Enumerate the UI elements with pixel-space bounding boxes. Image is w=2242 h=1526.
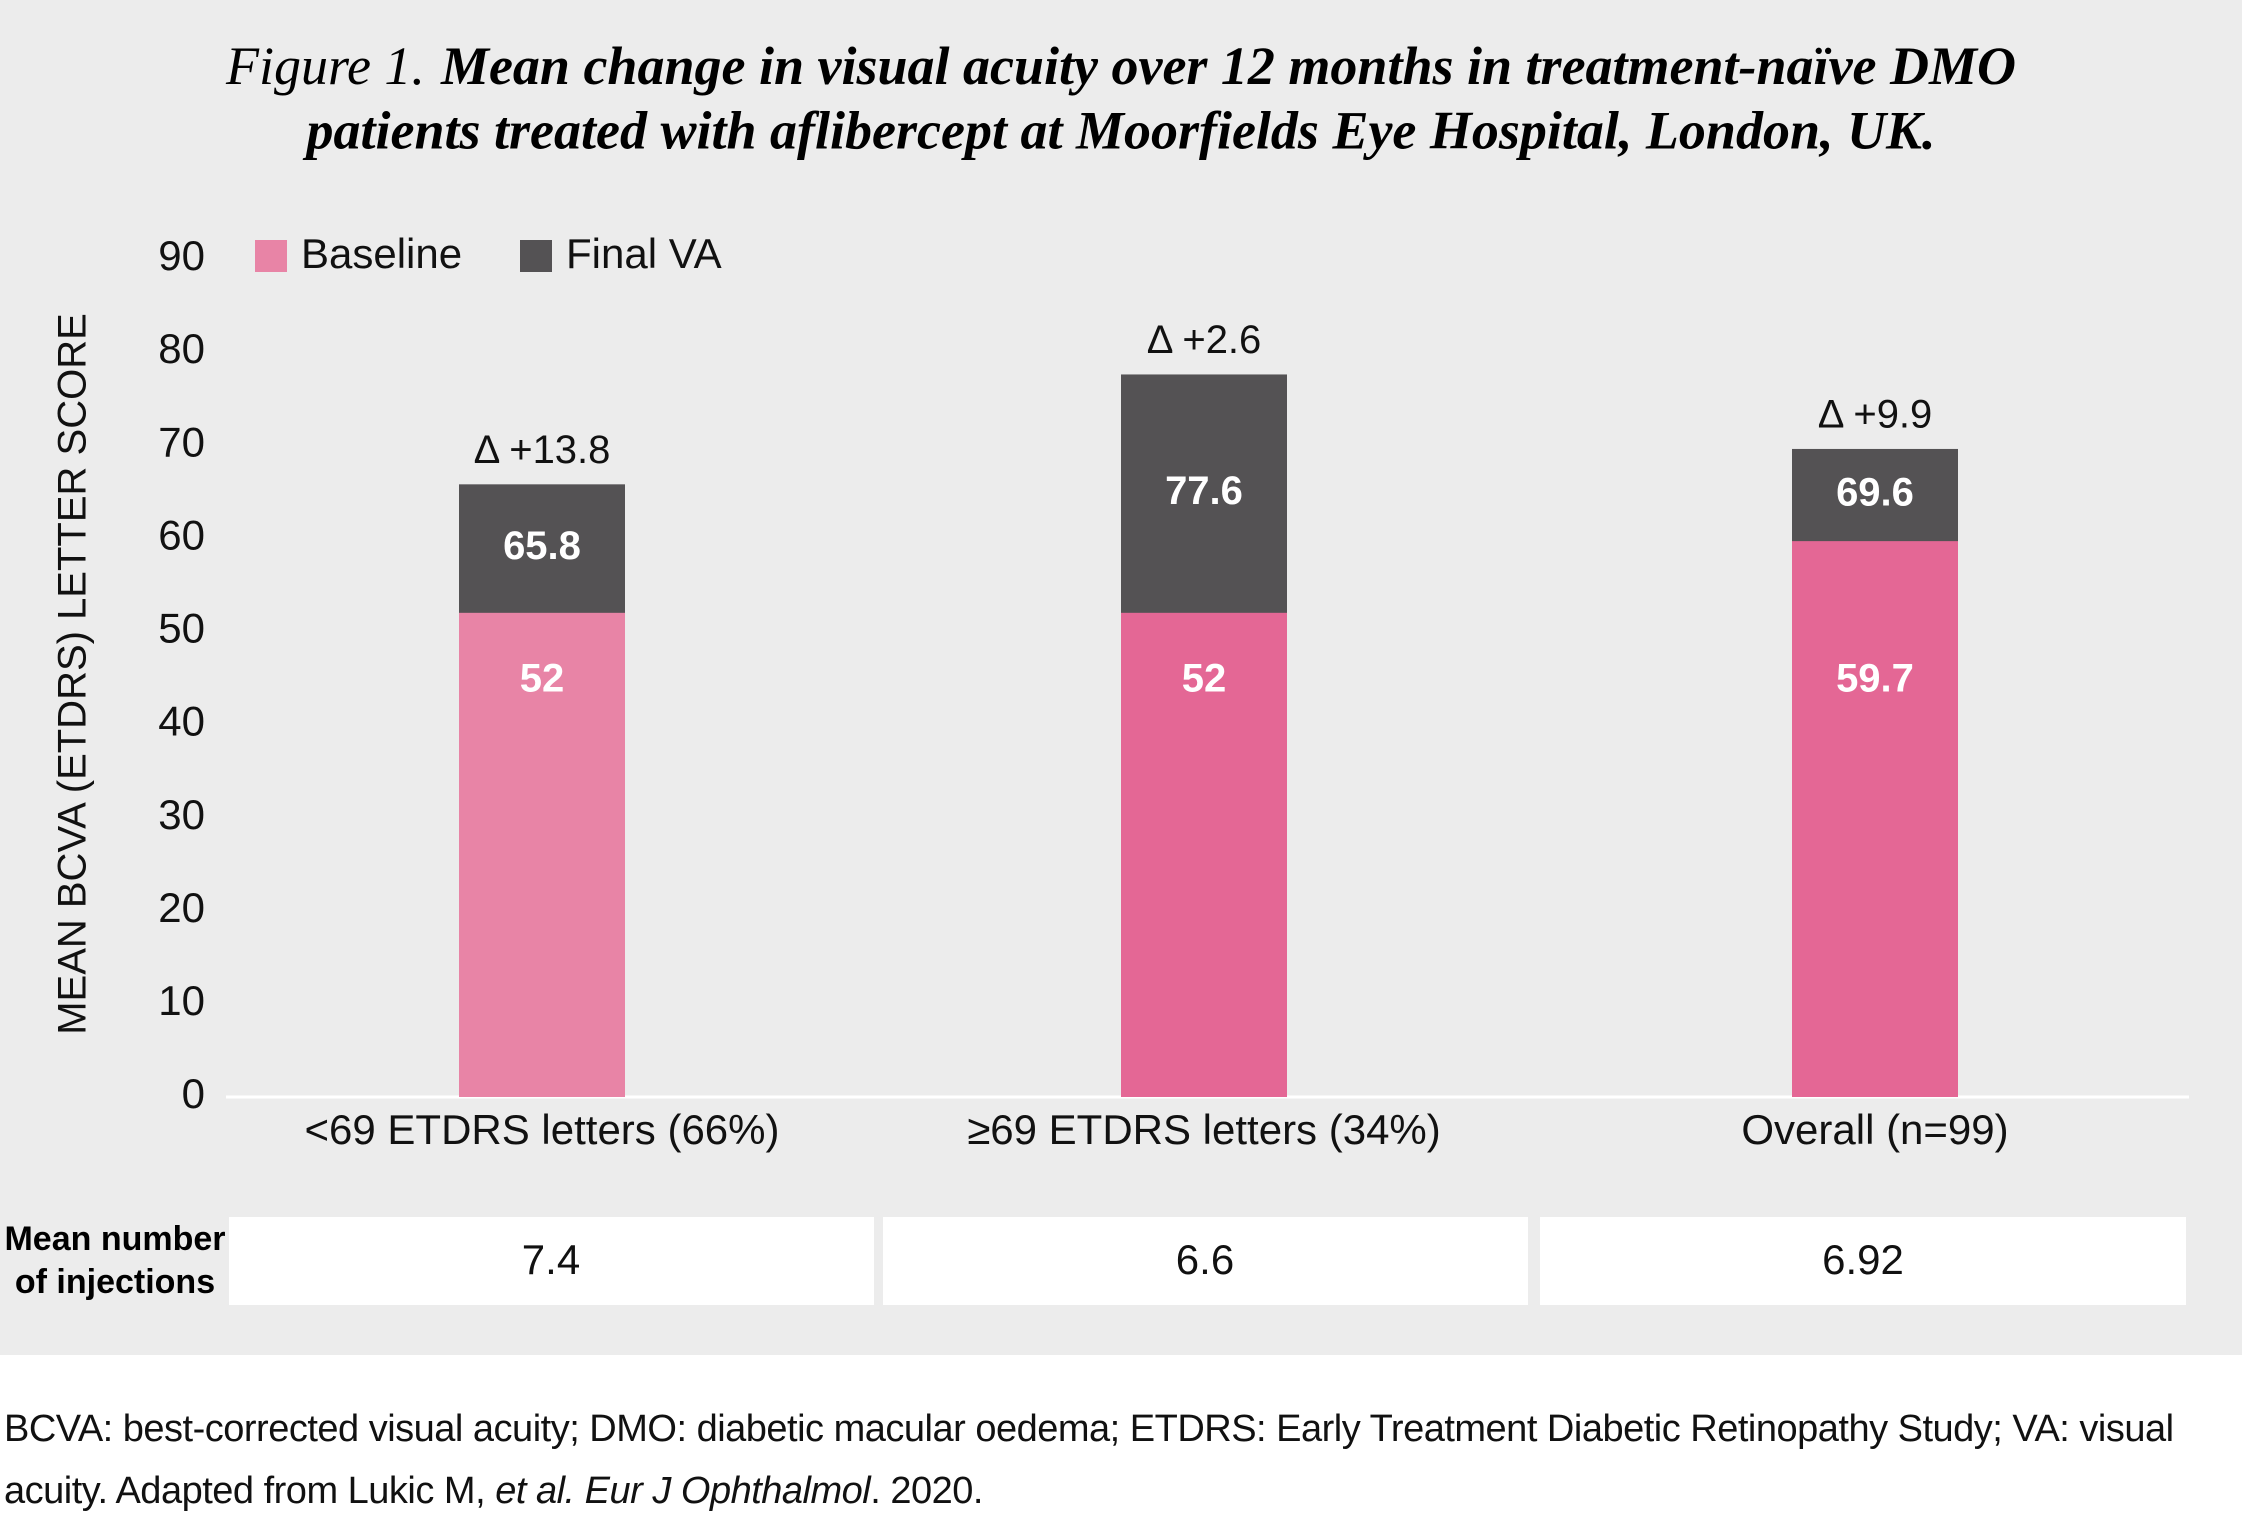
table-cell xyxy=(1540,1217,2186,1305)
bar-label: 69.6 xyxy=(1836,471,1914,515)
x-tick-label: ≥69 ETDRS letters (34%) xyxy=(967,1106,1441,1153)
y-tick-label: 80 xyxy=(158,325,205,372)
table-value: 6.6 xyxy=(1176,1236,1234,1283)
legend-swatch xyxy=(520,240,552,272)
y-tick-label: 10 xyxy=(158,977,205,1024)
title-line: Mean change in visual acuity over 12 mon… xyxy=(440,36,2016,96)
table-row-label: of injections xyxy=(15,1263,215,1301)
title-prefix: Figure 1. xyxy=(225,36,425,96)
y-tick-label: 60 xyxy=(158,511,205,558)
y-tick-label: 0 xyxy=(182,1070,205,1117)
table-value: 6.92 xyxy=(1822,1236,1904,1283)
legend-swatch xyxy=(255,240,287,272)
bar-label: 59.7 xyxy=(1836,657,1914,701)
bar xyxy=(1121,612,1287,1097)
table-value: 7.4 xyxy=(522,1236,580,1283)
delta-label: Δ +9.9 xyxy=(1818,393,1933,437)
bar-label: 52 xyxy=(1182,657,1227,701)
y-tick-label: 40 xyxy=(158,698,205,745)
bar-label: 52 xyxy=(520,657,565,701)
x-tick-label: <69 ETDRS letters (66%) xyxy=(304,1106,779,1153)
delta-label: Δ +13.8 xyxy=(474,428,611,472)
bar xyxy=(459,612,625,1097)
footnote-citation: et al. Eur J Ophthalmol xyxy=(495,1470,871,1512)
bar xyxy=(1792,541,1958,1097)
table-cell xyxy=(883,1217,1528,1305)
delta-label: Δ +2.6 xyxy=(1147,318,1262,362)
y-tick-label: 20 xyxy=(158,884,205,931)
bar-label: 77.6 xyxy=(1165,469,1243,513)
footnote-text: . 2020. xyxy=(870,1470,983,1512)
legend-label: Final VA xyxy=(566,230,722,277)
table-row-label: Mean number xyxy=(4,1220,225,1258)
y-tick-label: 50 xyxy=(158,605,205,652)
title-line: patients treated with aflibercept at Moo… xyxy=(303,100,1936,160)
chart: Figure 1. Mean change in visual acuity ov… xyxy=(0,0,2242,1355)
footnote-text: BCVA: best-corrected visual acuity; DMO:… xyxy=(4,1408,2174,1512)
y-tick-label: 90 xyxy=(158,232,205,279)
legend-label: Baseline xyxy=(301,230,462,277)
y-axis-title: MEAN BCVA (ETDRS) LETTER SCORE xyxy=(51,313,95,1035)
y-tick-label: 30 xyxy=(158,791,205,838)
x-tick-label: Overall (n=99) xyxy=(1741,1106,2008,1153)
y-tick-label: 70 xyxy=(158,418,205,465)
chart-title: Figure 1. Mean change in visual acuity ov… xyxy=(225,36,2016,96)
table-cell xyxy=(229,1217,874,1305)
bar-label: 65.8 xyxy=(503,524,581,568)
footnote: BCVA: best-corrected visual acuity; DMO:… xyxy=(4,1398,2234,1522)
